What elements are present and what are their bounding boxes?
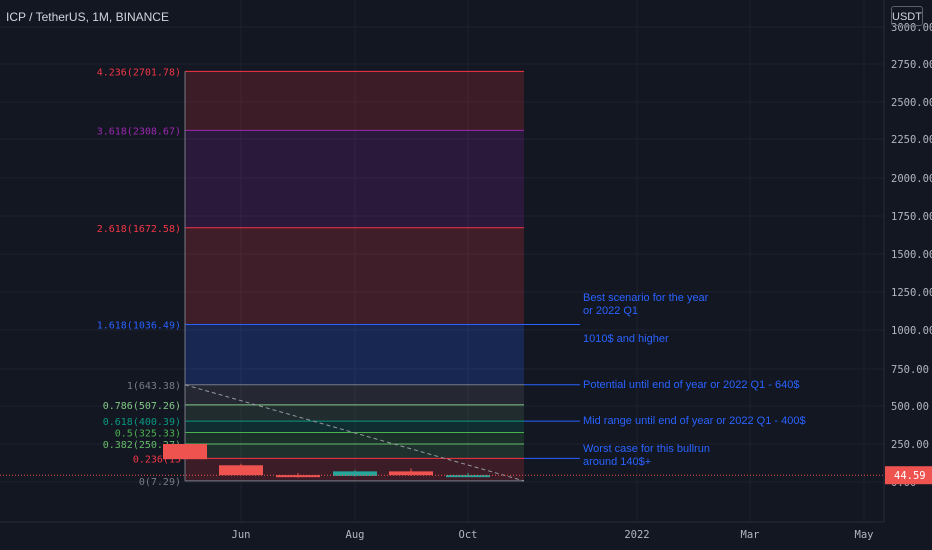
price-axis-tick: 2500.00 [891,97,932,109]
annotation-text: Worst case for this bullrun [583,443,710,455]
candle-body [276,475,320,478]
fib-trend-line [184,384,525,482]
grid-lines [0,0,884,522]
price-axis-tick: 1000.00 [891,325,932,337]
fib-zone [185,71,524,131]
candle-body [219,465,263,476]
fib-zone [185,458,524,481]
fib-level-label: 1.618(1036.49) [97,320,181,331]
currency-badge[interactable]: USDT [891,6,923,26]
fib-level-label: 2.618(1672.58) [97,224,181,235]
annotation-text: around 140$+ [583,456,651,468]
annotation-text: or 2022 Q1 [583,305,638,317]
price-axis-tick: 2750.00 [891,59,932,71]
time-axis-tick: Jun [232,529,251,541]
fib-zone [185,384,524,405]
price-axis-tick: 750.00 [891,364,929,376]
time-axis-tick: Aug [346,529,365,541]
fib-zone [185,227,524,325]
price-axis: 3000.002750.002500.002250.002000.001750.… [883,0,932,522]
fib-level-label: 0(7.29) [139,477,181,488]
fib-zone [185,324,524,385]
price-axis-tick: 2250.00 [891,134,932,146]
fib-level-label: 0.618(400.39) [103,417,181,428]
fib-zone [185,130,524,228]
time-axis-tick: 2022 [624,529,649,541]
annotation-text: Potential until end of year or 2022 Q1 -… [583,379,799,391]
fib-level-label: 3.618(2308.67) [97,126,181,137]
fib-zone [185,421,524,433]
candle-body [389,471,433,476]
fib-zone [185,432,524,444]
candle-body [333,471,377,476]
fib-level-label: 4.236(2701.78) [97,67,181,78]
fib-zone [185,443,524,459]
price-axis-tick: 2000.00 [891,173,932,185]
price-axis-tick: 1500.00 [891,249,932,261]
fib-level-label: 0.382(250.27) [103,440,181,451]
price-axis-tick: 1250.00 [891,287,932,299]
fib-level-label: 0.5(325.33) [115,429,181,440]
time-axis-tick: Mar [741,529,760,541]
price-axis-tick: 250.00 [891,439,929,451]
fib-zone [185,404,524,422]
time-axis-tick: Oct [459,529,478,541]
last-price-badge: 44.59 [885,466,932,485]
candle-body [446,475,490,478]
symbol-title: ICP / TetherUS, 1M, BINANCE [6,10,169,24]
annotation-text: Mid range until end of year or 2022 Q1 -… [583,415,806,427]
fib-level-label: 1(643.38) [127,381,181,392]
candles [163,444,490,478]
fib-level-label: 0.236(15 [133,454,181,465]
time-axis: Jun Aug Oct 2022 Mar May [0,521,884,541]
time-axis-tick: May [855,529,874,541]
annotation-text: Best scenario for the year [583,292,709,304]
fib-retracement: 4.236(2701.78) 3.618(2308.67) 2.618(1672.5… [97,67,525,488]
price-axis-tick: 500.00 [891,401,929,413]
fib-level-label: 0.786(507.26) [103,401,181,412]
last-price-badge-bg [885,466,932,485]
price-axis-tick: 1750.00 [891,211,932,223]
last-price-value: 44.59 [894,470,926,482]
annotation-text: 1010$ and higher [583,333,669,345]
candle-body [163,444,207,460]
